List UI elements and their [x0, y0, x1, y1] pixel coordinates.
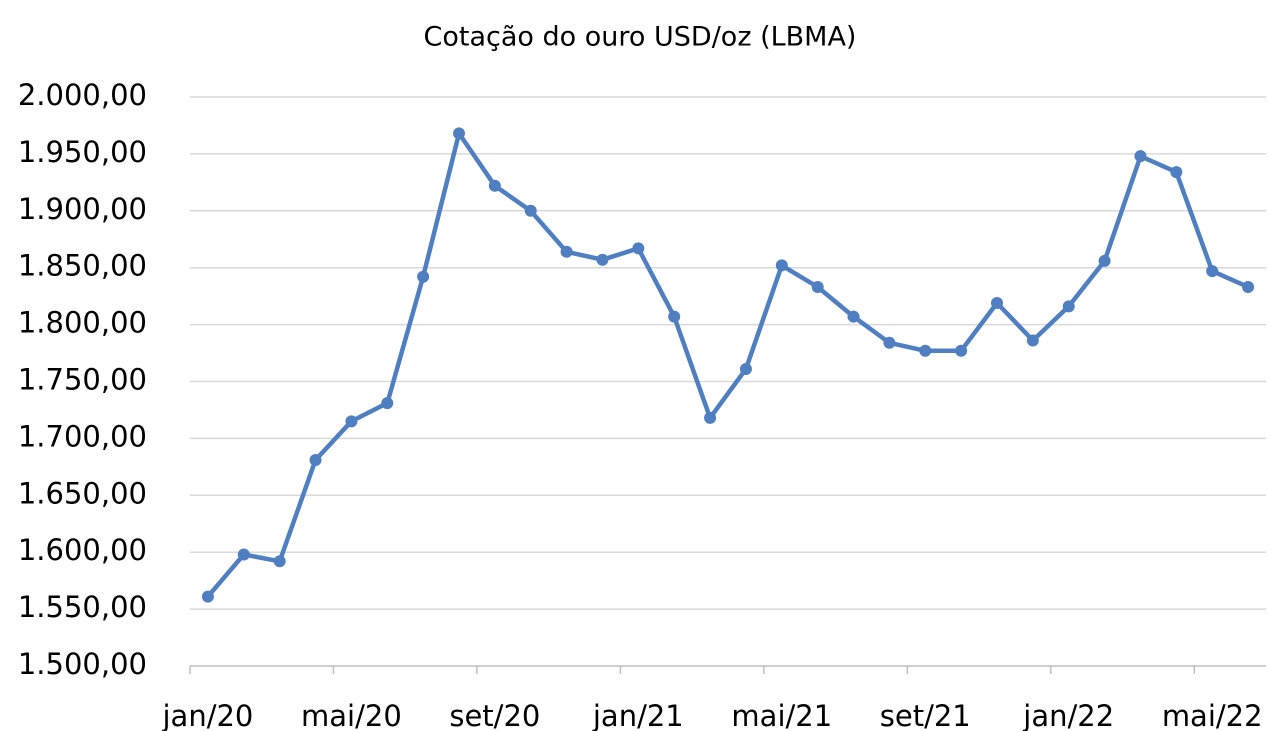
x-tick-label: mai/20 — [301, 699, 402, 731]
x-tick-label: mai/22 — [1162, 699, 1263, 731]
x-tick-label: jan/22 — [1022, 699, 1114, 731]
point — [847, 310, 860, 323]
point — [1062, 300, 1075, 313]
point — [596, 253, 609, 266]
point — [453, 127, 465, 140]
point — [1026, 334, 1039, 347]
point — [1242, 281, 1255, 294]
y-tick-label: 1.900,00 — [18, 192, 147, 226]
point — [775, 259, 788, 272]
point — [668, 310, 681, 323]
chart-title: Cotação do ouro USD/oz (LBMA) — [424, 22, 857, 53]
point — [1170, 166, 1183, 179]
point — [739, 362, 752, 375]
point — [955, 344, 968, 357]
point — [811, 281, 824, 294]
y-tick-label: 1.950,00 — [18, 135, 147, 169]
point — [417, 270, 430, 283]
point — [237, 548, 250, 561]
y-tick-label: 1.600,00 — [18, 533, 147, 567]
point — [883, 336, 896, 349]
x-tick-label: set/21 — [880, 699, 971, 731]
point — [201, 590, 214, 603]
y-tick-label: 1.700,00 — [18, 419, 147, 453]
y-tick-label: 1.650,00 — [18, 476, 147, 510]
point — [345, 415, 358, 428]
point — [381, 397, 394, 410]
y-tick-label: 1.750,00 — [18, 363, 147, 397]
point — [991, 296, 1003, 309]
point — [704, 411, 717, 424]
y-tick-label: 1.800,00 — [18, 306, 147, 340]
y-tick-label: 1.850,00 — [18, 249, 147, 283]
line — [206, 131, 1250, 599]
point — [560, 245, 573, 258]
point — [309, 454, 322, 467]
point — [1206, 265, 1219, 278]
y-tick-label: 1.500,00 — [18, 647, 147, 681]
point — [273, 555, 286, 568]
point — [488, 179, 501, 192]
y-tick-label: 2.000,00 — [18, 78, 147, 112]
point — [632, 242, 645, 255]
point — [1134, 150, 1147, 163]
point — [524, 204, 537, 217]
x-tick-label: set/20 — [449, 699, 540, 731]
point — [1098, 254, 1111, 267]
x-tick-label: jan/21 — [592, 699, 684, 731]
point — [919, 344, 932, 357]
x-tick-label: mai/21 — [731, 699, 832, 731]
y-tick-label: 1.550,00 — [18, 590, 147, 624]
x-tick-label: jan/20 — [161, 699, 253, 731]
